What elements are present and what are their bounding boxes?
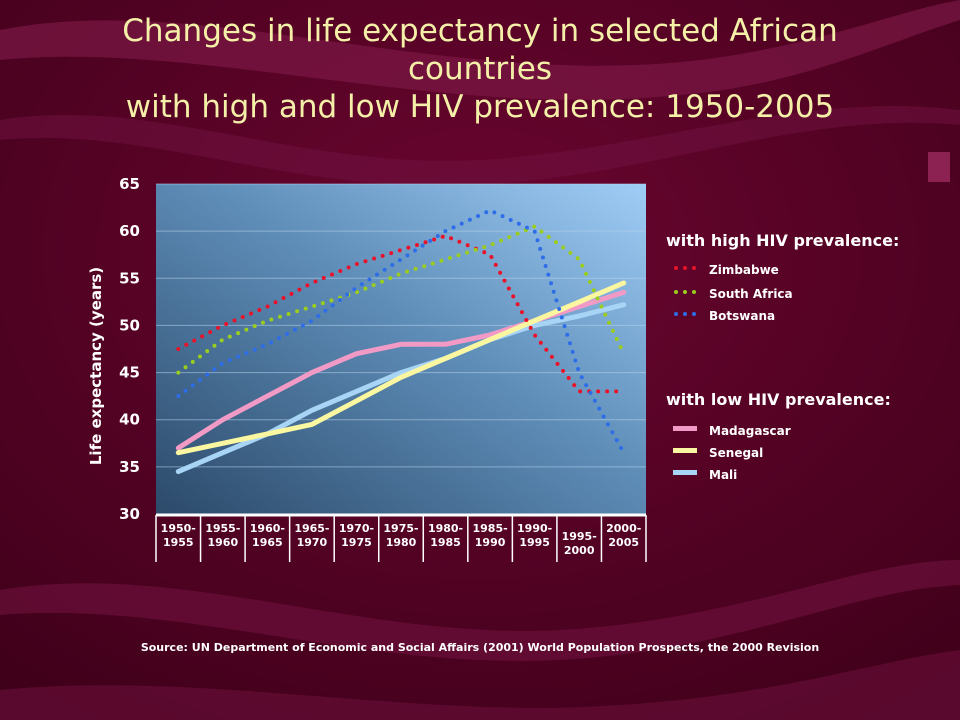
legend-label: Senegal	[709, 446, 764, 460]
x-tick-label: 1985-	[472, 522, 507, 535]
x-tick-label: 1985	[430, 536, 461, 549]
legend-label: South Africa	[709, 287, 793, 301]
series-line-senegal	[175, 280, 627, 456]
x-tick-label: 1995	[519, 536, 550, 549]
title-line-2: countries	[407, 51, 553, 87]
legend-label: Madagascar	[709, 424, 791, 438]
x-tick-label: 1965	[252, 536, 283, 549]
title-line-3: with high and low HIV prevalence: 1950-2…	[125, 89, 835, 125]
x-tick-label: 1955	[163, 536, 194, 549]
y-tick-label: 45	[119, 364, 140, 382]
x-tick-label: 2000-	[606, 522, 641, 535]
legend-swatch	[674, 266, 696, 270]
x-tick-label: 1960	[208, 536, 239, 549]
legend-swatch	[673, 426, 697, 431]
legend-swatch	[674, 290, 696, 294]
legend-swatch	[674, 312, 696, 316]
legend-swatch	[673, 448, 697, 453]
series-line-mali	[175, 302, 627, 475]
series-lines	[175, 208, 627, 475]
legend-label: Mali	[709, 468, 738, 482]
source-note: Source: UN Department of Economic and So…	[140, 641, 820, 654]
y-tick-label: 50	[119, 316, 140, 334]
x-tick-label: 2005	[608, 536, 639, 549]
y-tick-label: 65	[119, 175, 140, 193]
y-tick-label: 40	[119, 411, 140, 429]
y-tick-label: 55	[119, 269, 140, 287]
legend-label: Botswana	[709, 309, 776, 323]
legend-low-title: with low HIV prevalence:	[666, 390, 891, 409]
x-tick-label: 1970	[297, 536, 328, 549]
x-tick-label: 1975-	[383, 522, 418, 535]
x-tick-label: 1960-	[250, 522, 285, 535]
series-line-south-africa	[176, 224, 626, 375]
x-tick-label: 1990-	[517, 522, 552, 535]
title-line-1: Changes in life expectancy in selected A…	[122, 13, 838, 49]
legend-swatch	[673, 470, 697, 475]
y-tick-label: 60	[119, 222, 140, 240]
x-tick-label: 1970-	[339, 522, 374, 535]
x-axis: 1950-1955 1955-1960 1960-1965 1965-1970 1970…	[155, 513, 647, 562]
y-tick-label: 30	[119, 505, 140, 523]
series-line-botswana	[176, 208, 626, 455]
x-tick-label: 2000	[564, 544, 595, 557]
legend-high-title: with high HIV prevalence:	[666, 231, 900, 250]
x-tick-label: 1950-	[161, 522, 196, 535]
x-tick-label: 1980-	[428, 522, 463, 535]
x-tick-label: 1990	[475, 536, 506, 549]
y-tick-label: 35	[119, 458, 140, 476]
plot-area	[156, 184, 646, 514]
x-tick-label: 1995-	[562, 530, 597, 543]
x-tick-label: 1965-	[294, 522, 329, 535]
x-tick-label: 1975	[341, 536, 372, 549]
y-axis-ticks: 30 35 40 45 50 55 60 65	[119, 175, 140, 523]
legend-label: Zimbabwe	[709, 263, 779, 277]
x-tick-label: 1980	[386, 536, 417, 549]
page-title: Changes in life expectancy in selected A…	[40, 12, 920, 126]
y-axis-label: Life expectancy (years)	[87, 267, 105, 465]
series-line-zimbabwe	[176, 233, 626, 394]
gridlines	[156, 183, 646, 468]
x-tick-label: 1955-	[205, 522, 240, 535]
